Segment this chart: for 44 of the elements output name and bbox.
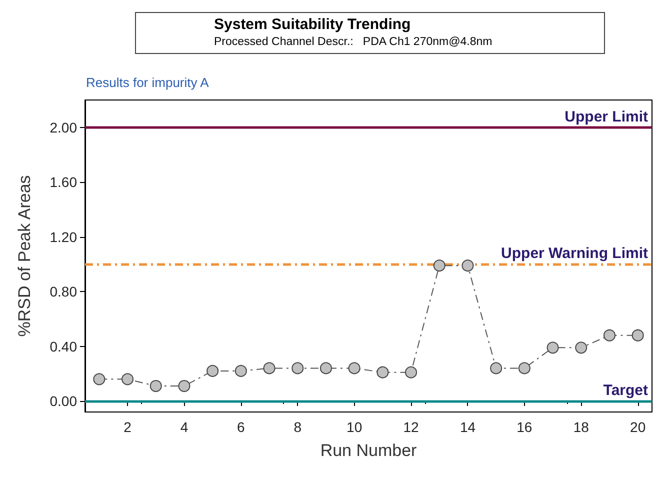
chart-title: System Suitability Trending (214, 16, 412, 33)
ref-line-label: Upper Limit (564, 108, 648, 126)
point (320, 362, 332, 374)
point (632, 329, 644, 342)
text: Results for impurity A (86, 75, 209, 90)
x-tick-label: 10 (346, 419, 362, 435)
x-axis-title: Run Number (320, 441, 418, 460)
point (292, 362, 304, 374)
point (376, 366, 389, 378)
point (575, 342, 588, 354)
point (433, 260, 446, 272)
point (405, 366, 418, 378)
x-tick-label: 2 (124, 419, 132, 435)
y-tick-label: 0.80 (50, 284, 78, 300)
x-tick-label: 20 (630, 419, 646, 435)
point (348, 362, 360, 374)
y-tick-label: 1.60 (50, 174, 78, 190)
point (234, 364, 247, 377)
y-axis-title: %RSD of Peak Areas (15, 175, 34, 337)
x-tick-label: 16 (516, 419, 532, 435)
x-tick-label: 14 (460, 419, 476, 435)
point (263, 362, 276, 374)
y-tick-label: 0.00 (50, 393, 78, 410)
y-tick-label: 2.00 (50, 119, 78, 136)
x-tick-label: 6 (237, 419, 246, 435)
chart-subtitle: Processed Channel Descr.: PDA Ch1 270nm@4.8nm (214, 36, 494, 48)
y-tick-label: 1.20 (50, 228, 78, 245)
y-tick-label: 0.40 (50, 338, 78, 354)
ref-line-label: Upper Warning Limit (501, 245, 648, 262)
x-tick-label: 8 (294, 419, 302, 435)
ref-line-label: Target (603, 382, 648, 400)
point (546, 342, 559, 354)
point (518, 362, 530, 374)
x-tick-label: 4 (180, 419, 188, 435)
point (490, 362, 502, 374)
point (122, 373, 134, 386)
point (462, 260, 474, 272)
x-tick-label: 12 (403, 419, 420, 435)
point (603, 329, 616, 342)
point (93, 373, 106, 386)
point (150, 380, 162, 392)
x-tick-label: 18 (573, 419, 590, 435)
point (206, 364, 219, 377)
point (178, 380, 190, 392)
